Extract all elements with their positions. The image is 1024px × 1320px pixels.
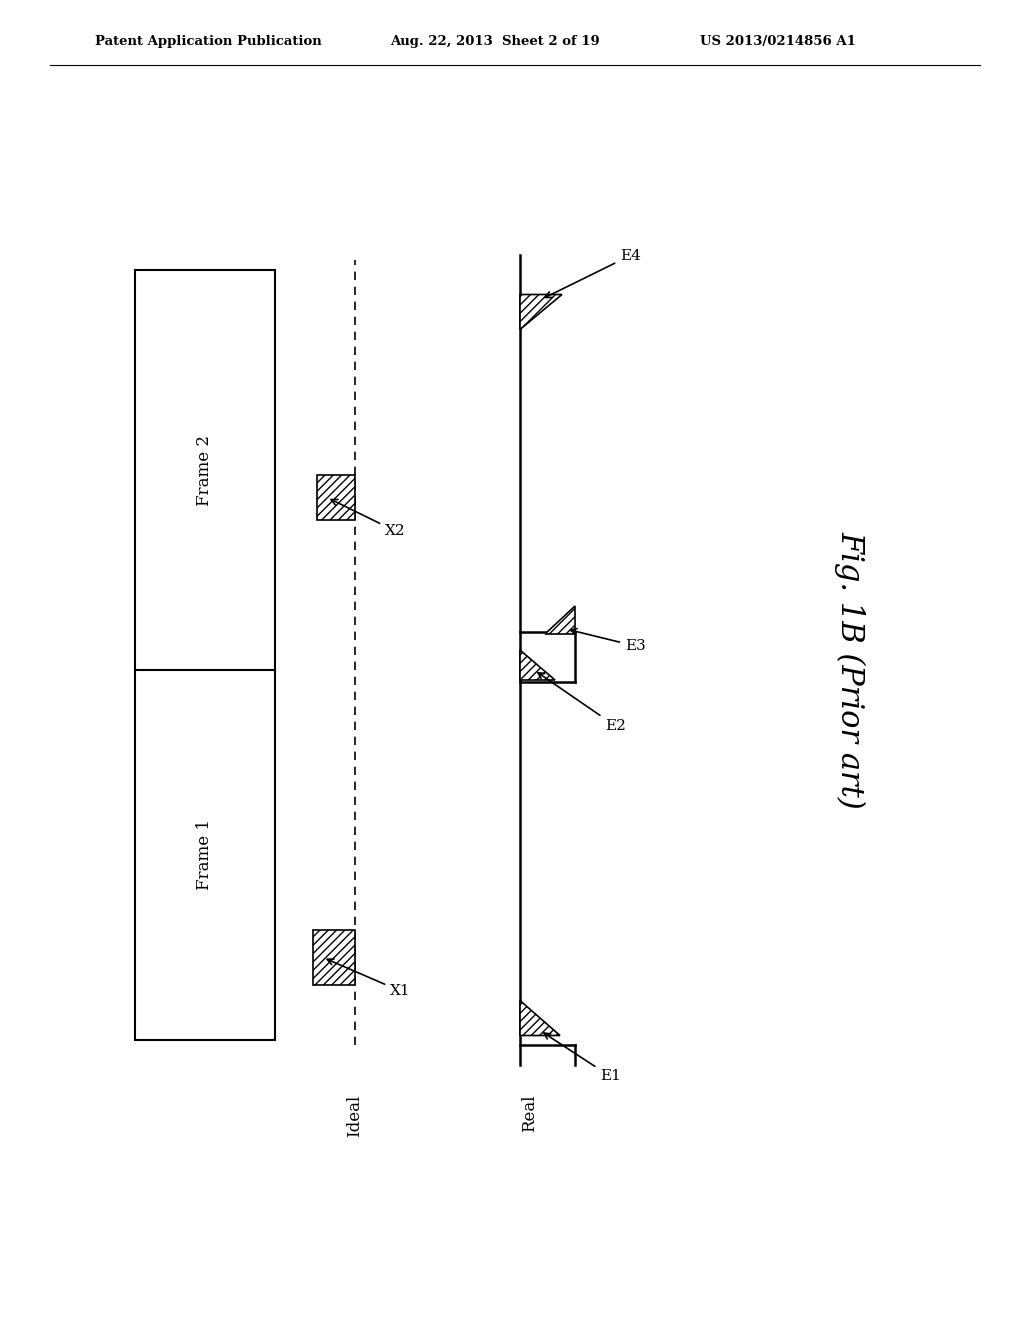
Text: E4: E4: [545, 248, 641, 297]
Polygon shape: [520, 294, 562, 330]
Polygon shape: [520, 1001, 560, 1035]
Text: Patent Application Publication: Patent Application Publication: [95, 36, 322, 48]
Bar: [317, 475, 355, 520]
Text: Ideal: Ideal: [346, 1096, 364, 1138]
Bar: [313, 931, 355, 985]
Text: Aug. 22, 2013  Sheet 2 of 19: Aug. 22, 2013 Sheet 2 of 19: [390, 36, 600, 48]
Text: Fig. 1B (Prior art): Fig. 1B (Prior art): [835, 531, 865, 809]
Bar: [135, 271, 275, 1040]
Text: Frame 2: Frame 2: [197, 434, 213, 506]
Polygon shape: [520, 649, 555, 680]
Text: Real: Real: [521, 1096, 539, 1133]
Text: X1: X1: [328, 958, 411, 998]
Text: X2: X2: [331, 499, 406, 539]
Text: E3: E3: [570, 628, 646, 653]
Text: E2: E2: [538, 673, 626, 733]
Text: Frame 1: Frame 1: [197, 820, 213, 891]
Text: US 2013/0214856 A1: US 2013/0214856 A1: [700, 36, 856, 48]
Polygon shape: [545, 606, 575, 634]
Text: E1: E1: [544, 1034, 621, 1084]
